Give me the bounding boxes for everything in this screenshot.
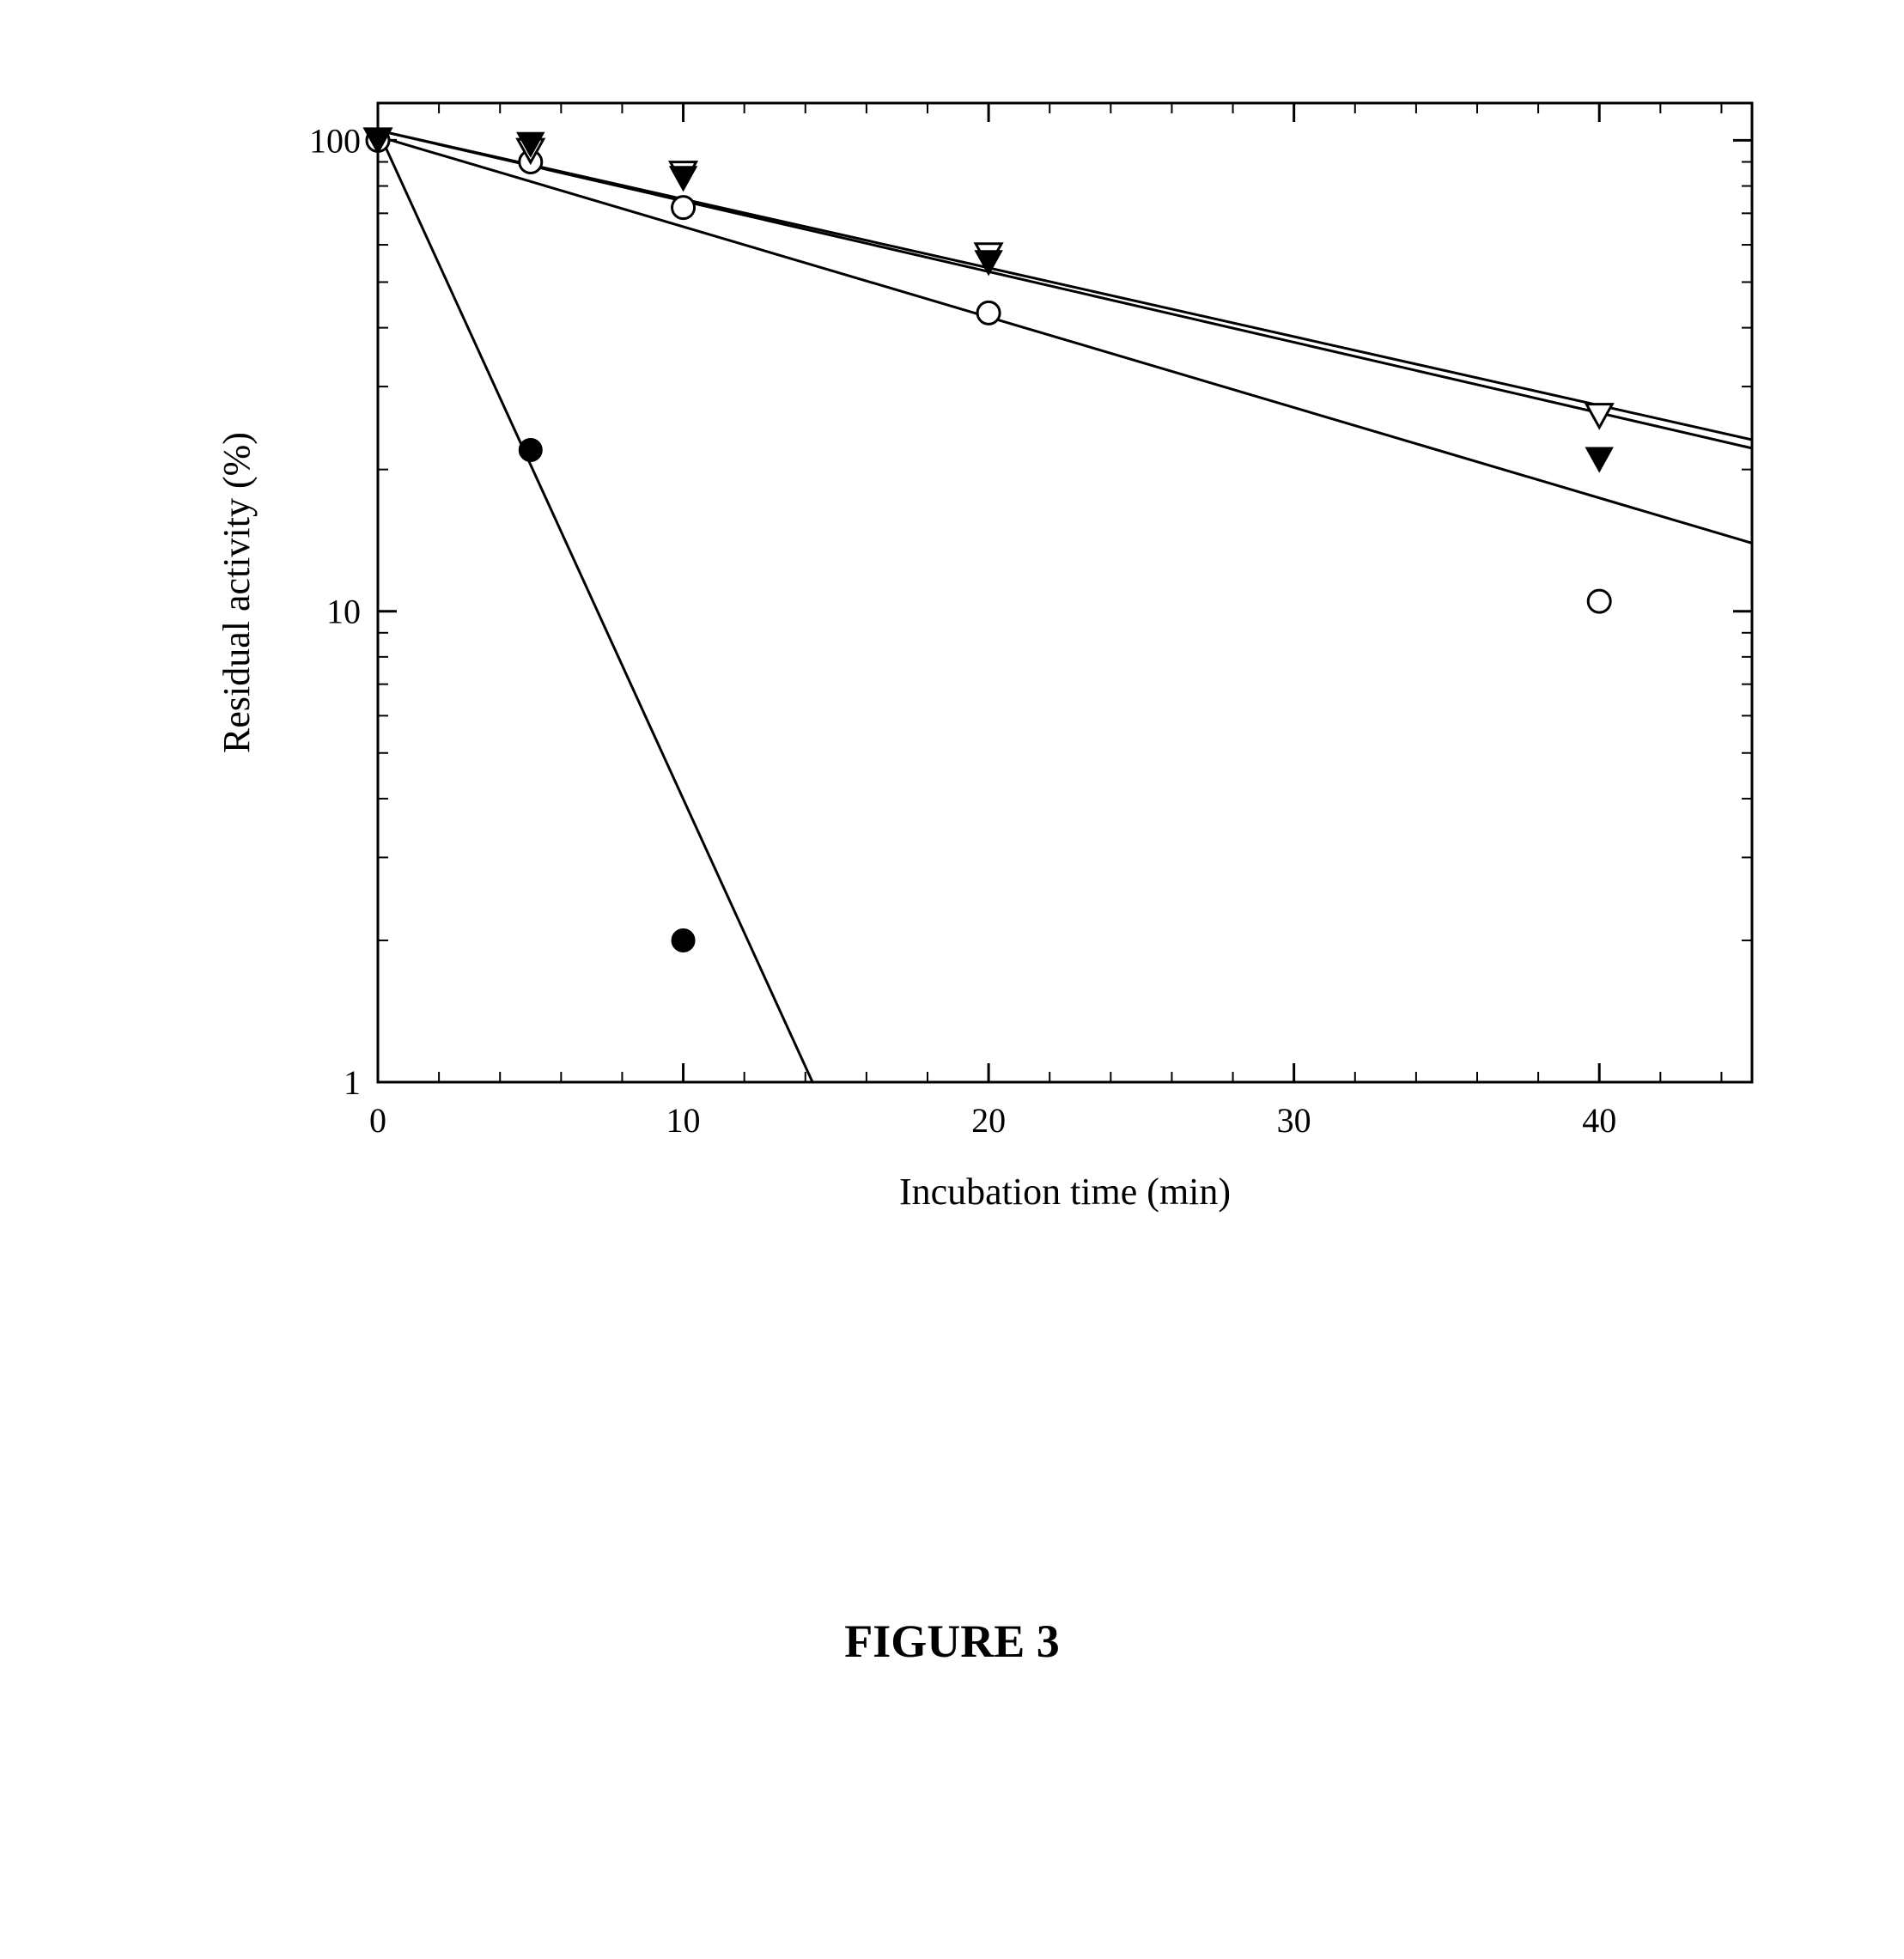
svg-text:20: 20 bbox=[971, 1101, 1006, 1140]
svg-text:10: 10 bbox=[326, 593, 361, 631]
chart-container: 0 10 20 30 40 Incubation time (min) 1 10 100 Resi… bbox=[155, 52, 1804, 1258]
svg-text:10: 10 bbox=[666, 1101, 701, 1140]
svg-text:Incubation time (min): Incubation time (min) bbox=[899, 1171, 1231, 1213]
svg-text:1: 1 bbox=[344, 1063, 361, 1102]
residual-activity-chart: 0 10 20 30 40 Incubation time (min) 1 10 100 Resi… bbox=[155, 52, 1804, 1254]
svg-text:30: 30 bbox=[1277, 1101, 1311, 1140]
svg-text:40: 40 bbox=[1582, 1101, 1616, 1140]
svg-text:100: 100 bbox=[309, 121, 361, 160]
svg-text:Residual activity (%): Residual activity (%) bbox=[216, 432, 258, 753]
svg-text:0: 0 bbox=[369, 1101, 386, 1140]
figure-caption: FIGURE 3 bbox=[0, 1615, 1904, 1668]
